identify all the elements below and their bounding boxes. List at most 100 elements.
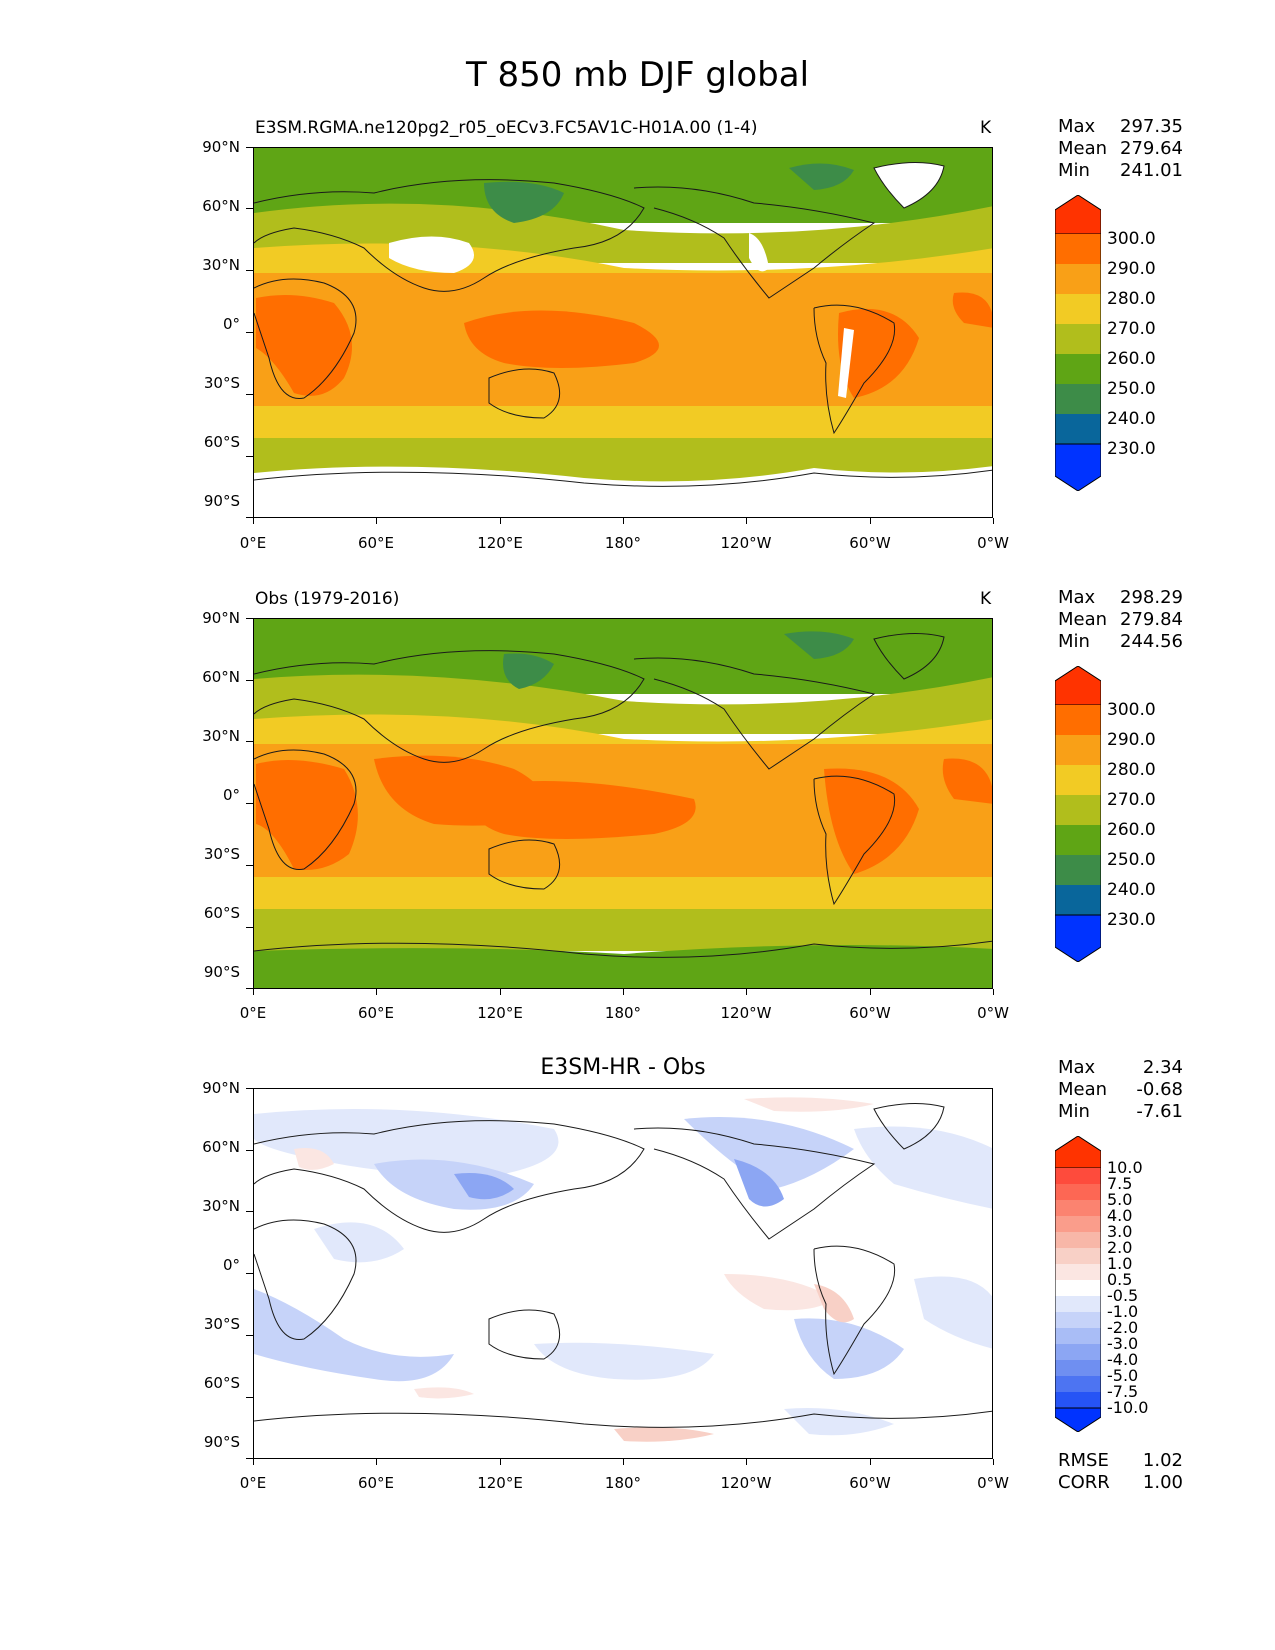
- panel-diff: E3SM-HR - Obs: [0, 0, 1275, 1493]
- max-label: Max: [1058, 1057, 1096, 1078]
- xtick-mark: [623, 989, 624, 995]
- panel-label: Obs (1979-2016): [255, 589, 400, 609]
- diff-neg-south-pacific: [534, 1342, 714, 1380]
- xtick-120e: 120°E: [477, 1474, 523, 1492]
- cbar-label: 280.0: [1107, 760, 1156, 780]
- cbar-label: 3.0: [1107, 1222, 1133, 1241]
- ytick-90s: 90°S: [203, 492, 240, 510]
- coast-eurasia: [254, 1120, 645, 1233]
- ytick-mark: [246, 1273, 253, 1274]
- hot-atlantic-e: [952, 292, 992, 328]
- band-polar-s: [254, 945, 992, 988]
- coast-samerica: [813, 304, 896, 435]
- ytick-90s: 90°S: [203, 1433, 240, 1451]
- ytick-mark: [246, 1088, 253, 1089]
- mean-label: Mean: [1058, 138, 1108, 159]
- hot-africa: [256, 294, 352, 396]
- panel-label: E3SM.RGMA.ne120pg2_r05_oECv3.FC5AV1C-H01…: [255, 118, 758, 138]
- cbar-label: 2.0: [1107, 1238, 1133, 1257]
- band-warm-s: [254, 406, 992, 443]
- cbar-seg: [1055, 1328, 1101, 1344]
- xtick-120w: 120°W: [720, 534, 772, 552]
- cbar-label: -10.0: [1107, 1398, 1149, 1417]
- ytick-60n: 60°N: [202, 668, 240, 686]
- ytick-60s: 60°S: [203, 904, 240, 922]
- xtick-mark: [993, 518, 994, 524]
- ytick-0: 0°: [222, 1256, 240, 1274]
- xtick-60w: 60°W: [849, 1004, 891, 1022]
- colorbar: [1055, 195, 1101, 491]
- min-value: 244.56: [1120, 631, 1183, 652]
- coast-antarctica: [254, 469, 992, 487]
- coast-africa: [254, 278, 357, 399]
- ytick-60n: 60°N: [202, 1138, 240, 1156]
- ytick-30s: 30°S: [203, 1315, 240, 1333]
- ytick-mark: [246, 394, 253, 395]
- cbar-seg: [1055, 1360, 1101, 1376]
- mask-andes: [838, 328, 854, 398]
- mask-greenland: [874, 162, 944, 208]
- coast-greenland: [873, 1102, 945, 1150]
- cbar-seg: [1055, 1264, 1101, 1280]
- cbar-label: -2.0: [1107, 1318, 1139, 1337]
- ytick-60s: 60°S: [203, 1374, 240, 1392]
- ytick-mark: [246, 1150, 253, 1151]
- coast-namerica: [633, 1127, 876, 1240]
- cbar-label: 230.0: [1107, 910, 1156, 930]
- ytick-mark: [246, 332, 253, 333]
- xtick-mark: [623, 1459, 624, 1465]
- hot-maritime: [464, 310, 659, 368]
- xtick-mark: [253, 989, 254, 995]
- ytick-90n: 90°N: [202, 609, 240, 627]
- coast-namerica: [633, 186, 876, 299]
- hot-samerica: [838, 308, 919, 398]
- cbar-seg: [1055, 1216, 1101, 1232]
- xtick-mark: [376, 518, 377, 524]
- cbar-label: -4.0: [1107, 1350, 1139, 1369]
- min-label: Min: [1058, 1101, 1090, 1122]
- xtick-120w: 120°W: [720, 1004, 772, 1022]
- cbar-seg: [1055, 795, 1101, 825]
- xtick-60e: 60°E: [357, 1474, 395, 1492]
- cbar-label: 270.0: [1107, 790, 1156, 810]
- cbar-seg: [1055, 294, 1101, 324]
- cbar-label: -0.5: [1107, 1286, 1139, 1305]
- cbar-seg: [1055, 855, 1101, 885]
- max-value: 297.35: [1120, 116, 1183, 137]
- map-obs: [253, 618, 993, 989]
- min-value: -7.61: [1136, 1101, 1183, 1122]
- diff-neg-south-indian: [254, 1289, 454, 1382]
- diff-neg-atlantic-n: [854, 1126, 992, 1209]
- xtick-mark: [746, 1459, 747, 1465]
- xtick-mark: [746, 518, 747, 524]
- cbar-seg: [1055, 1376, 1101, 1392]
- cbar-cap-bottom: [1055, 914, 1101, 962]
- ytick-0: 0°: [222, 315, 240, 333]
- coast-greenland: [873, 632, 945, 680]
- coast-samerica: [813, 1245, 896, 1376]
- xtick-0w: 0°W: [977, 534, 1009, 552]
- hot-samerica: [824, 768, 919, 874]
- mean-value: -0.68: [1136, 1079, 1183, 1100]
- ytick-30n: 30°N: [202, 1197, 240, 1215]
- corr-label: CORR: [1058, 1472, 1110, 1493]
- cbar-seg: [1055, 1168, 1101, 1184]
- ytick-mark: [246, 865, 253, 866]
- coast-eurasia: [254, 179, 645, 292]
- band-mid-s: [254, 909, 992, 951]
- cbar-cap-top: [1055, 666, 1101, 706]
- cbar-label: -5.0: [1107, 1366, 1139, 1385]
- xtick-120e: 120°E: [477, 534, 523, 552]
- figure-title: T 850 mb DJF global: [465, 55, 810, 95]
- cbar-seg: [1055, 885, 1101, 915]
- panel-obs: Obs (1979-2016) K: [0, 0, 1275, 1022]
- max-value: 298.29: [1120, 587, 1183, 608]
- xtick-mark: [746, 989, 747, 995]
- ytick-30s: 30°S: [203, 845, 240, 863]
- coast-namerica: [633, 657, 876, 770]
- xtick-180: 180°: [604, 534, 642, 552]
- coast-australia: [488, 368, 561, 419]
- xtick-0e: 0°E: [239, 534, 267, 552]
- xtick-120w: 120°W: [720, 1474, 772, 1492]
- coast-africa: [254, 749, 357, 870]
